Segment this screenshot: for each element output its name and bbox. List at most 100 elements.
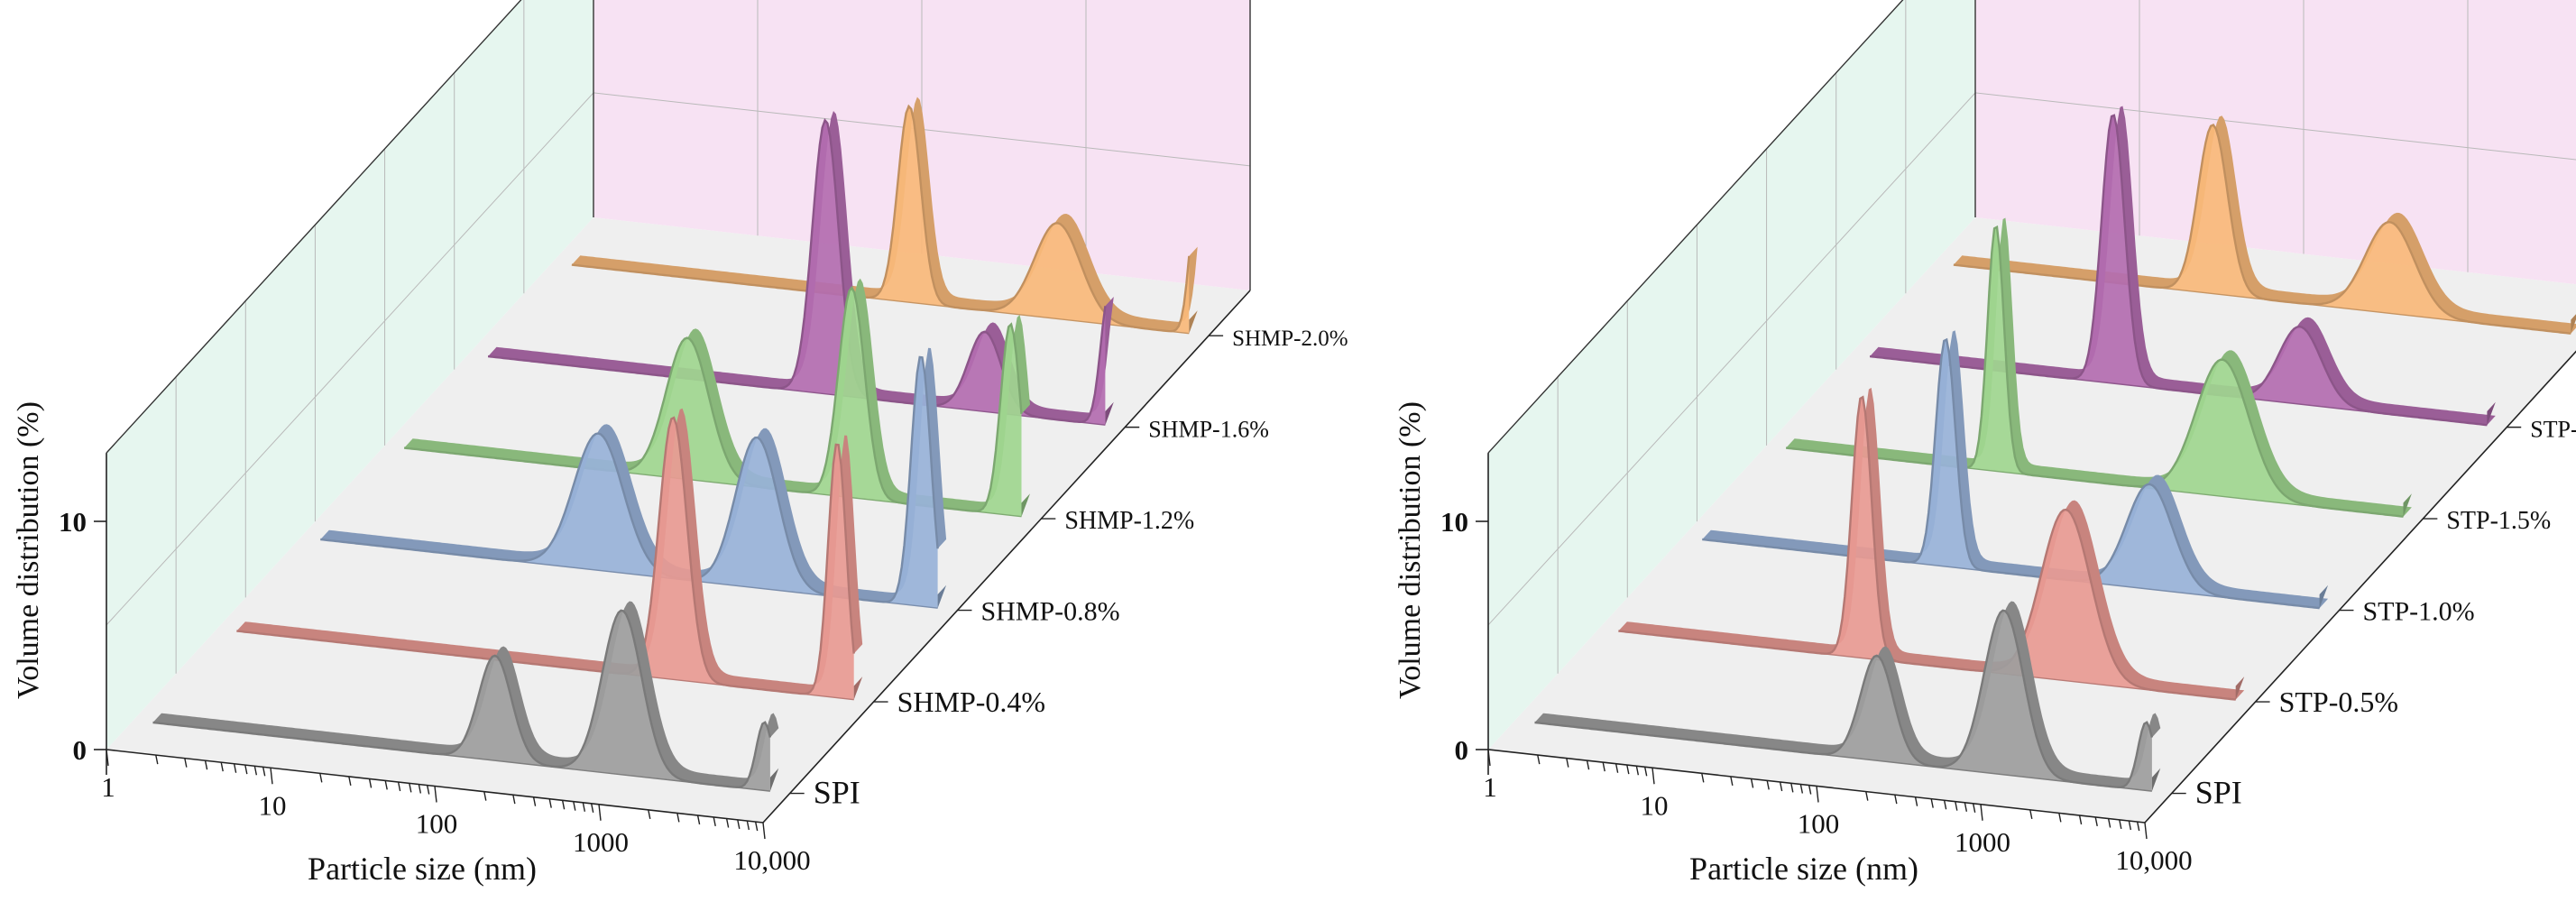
- series-area: [1953, 124, 2571, 334]
- x-tick-minor: [2136, 821, 2140, 832]
- series-label: STP-2.0%: [2530, 417, 2576, 443]
- x-tick-minor: [1964, 802, 1968, 812]
- series-area: [404, 288, 1022, 517]
- x-tick-minor: [1566, 758, 1569, 768]
- x-tick-minor: [1701, 773, 1705, 783]
- x-tick-minor: [676, 813, 680, 823]
- x-tick-label: 10: [259, 789, 287, 821]
- series-area: [1534, 610, 2152, 792]
- x-tick-label: 10: [1641, 789, 1669, 821]
- x-tick-label: 10,000: [733, 844, 810, 876]
- x-tick-minor: [1615, 763, 1619, 773]
- series-end-cap: [853, 676, 863, 700]
- series-label: SPI: [814, 775, 860, 811]
- x-tick-minor: [2058, 813, 2062, 823]
- wall-frame: [106, 0, 1251, 454]
- series-label: STP-1.0%: [2362, 597, 2474, 627]
- x-tick-minor: [184, 758, 188, 768]
- x-tick-minor: [1799, 784, 1804, 794]
- y-axis-title: Volume distribution (%): [12, 401, 45, 699]
- series-outline: [1534, 609, 2154, 788]
- series-top-surface: [1534, 601, 2161, 787]
- series-label: SPI: [2195, 775, 2242, 811]
- series-end-cap: [937, 584, 947, 609]
- y-tick-label: 10: [59, 506, 87, 538]
- x-tick-minor: [384, 780, 388, 790]
- x-axis-title: Particle size (nm): [1689, 851, 1918, 887]
- left-wall: [106, 0, 593, 750]
- series-area: [571, 106, 1190, 334]
- x-tick-major: [270, 768, 273, 785]
- series-end-cap: [2151, 768, 2161, 792]
- x-tick-minor: [746, 820, 750, 831]
- x-tick-minor: [1586, 760, 1590, 770]
- x-tick-minor: [2029, 809, 2033, 819]
- series-outline: [152, 609, 772, 788]
- x-tick-major: [2144, 822, 2148, 840]
- series-stp-2-0: [1869, 106, 2496, 427]
- series-top-surface: [571, 97, 1198, 332]
- x-tick-label: 1: [1483, 771, 1497, 803]
- x-tick-minor: [1955, 801, 1958, 811]
- x-axis-title: Particle size (nm): [308, 851, 537, 887]
- x-tick-minor: [2119, 819, 2122, 830]
- x-tick-minor: [754, 821, 759, 832]
- series-label: STP-0.5%: [2279, 686, 2398, 718]
- x-tick-minor: [1943, 800, 1947, 810]
- x-tick-minor: [1790, 783, 1794, 793]
- series-stp-1-5: [1786, 217, 2412, 518]
- x-tick-minor: [1602, 762, 1605, 772]
- series-label: SHMP-1.2%: [1064, 507, 1194, 535]
- x-tick-minor: [512, 795, 516, 805]
- x-tick-minor: [348, 776, 352, 787]
- depth-axis-line: [2144, 350, 2576, 824]
- x-tick-label: 10,000: [2115, 844, 2192, 876]
- series-outline: [1953, 123, 2571, 335]
- x-tick-minor: [397, 781, 401, 792]
- y-tick-label: 0: [73, 734, 87, 766]
- x-tick-label: 1000: [573, 826, 629, 858]
- series-outline: [1702, 337, 2320, 610]
- series-area: [320, 357, 938, 609]
- x-tick-major: [762, 822, 766, 840]
- series-end-cap: [2319, 584, 2329, 609]
- wall-frame: [1487, 0, 1904, 454]
- x-tick-minor: [1635, 766, 1640, 776]
- x-tick-major: [1816, 786, 1819, 803]
- series-top-surface: [404, 278, 1030, 511]
- series-area: [152, 610, 770, 792]
- series-shmp-0-4: [236, 408, 863, 701]
- x-tick-minor: [1972, 803, 1976, 813]
- x-tick-minor: [262, 767, 266, 777]
- depth-axis-line: [762, 290, 1251, 824]
- x-tick-minor: [1779, 781, 1783, 792]
- x-tick-label: 100: [416, 808, 458, 840]
- series-stp-0-5: [1618, 387, 2245, 701]
- x-tick-minor: [2094, 816, 2098, 827]
- series-shmp-2-0: [571, 97, 1198, 335]
- series-outline: [1786, 225, 2404, 518]
- series-end-cap: [769, 768, 779, 792]
- series-area: [1702, 339, 2320, 609]
- x-tick-minor: [737, 819, 741, 830]
- x-tick-major: [1980, 804, 1983, 821]
- series-label: SHMP-0.4%: [897, 686, 1045, 718]
- x-tick-minor: [233, 763, 237, 773]
- x-tick-minor: [532, 796, 537, 806]
- x-tick-major: [434, 786, 437, 803]
- x-tick-minor: [561, 800, 566, 810]
- x-tick-minor: [204, 760, 208, 770]
- x-tick-minor: [1626, 764, 1630, 775]
- x-tick-major: [598, 804, 602, 821]
- y-axis-title: Volume distribution (%): [1394, 401, 1427, 699]
- x-tick-minor: [426, 785, 430, 795]
- x-tick-label: 1: [101, 771, 115, 803]
- x-tick-minor: [1766, 780, 1770, 790]
- x-tick-minor: [2078, 815, 2083, 825]
- series-end-cap: [2571, 314, 2576, 334]
- x-tick-minor: [2128, 820, 2132, 831]
- series-area: [1786, 226, 2404, 517]
